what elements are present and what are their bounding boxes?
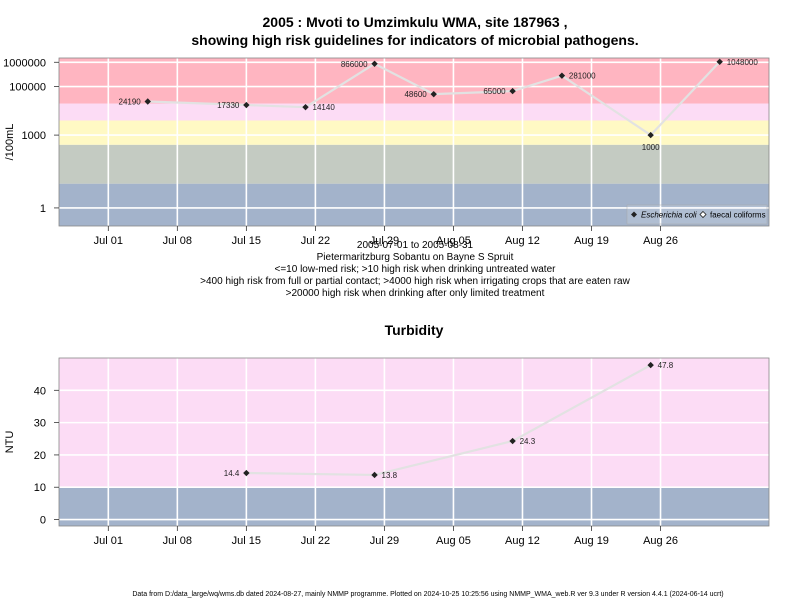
x-tick-label-6: Aug 12 — [505, 235, 540, 247]
plot-frame-top — [58, 57, 770, 227]
x-tick-label-2: Jul 15 — [232, 235, 261, 247]
data-point-0-0 — [243, 469, 250, 477]
x-tick-label-6: Aug 12 — [505, 535, 540, 547]
plot-frame-bottom — [58, 357, 770, 527]
data-point-0-2 — [509, 437, 516, 445]
x-tick-label-2: Jul 15 — [232, 535, 261, 547]
turbidity-title: Turbidity — [385, 322, 444, 338]
caption-guideline-1: <=10 low-med risk; >10 high risk when dr… — [275, 264, 557, 275]
footer-note: Data from D:/data_large/wq/wms.db dated … — [132, 591, 723, 598]
x-tick-label-7: Aug 19 — [574, 235, 609, 247]
y-tick-label-3: 1000000 — [3, 57, 46, 69]
data-label-0-3: 47.8 — [658, 361, 674, 370]
caption-site: Pietermaritzburg Sobantu on Bayne S Spru… — [317, 252, 514, 263]
data-point-0-0 — [144, 98, 151, 105]
data-point-0-3 — [647, 361, 654, 369]
data-point-0-4 — [430, 90, 437, 98]
risk-band-3 — [59, 103, 769, 121]
data-point-0-2 — [302, 103, 309, 111]
y-tick-label-1: 10 — [34, 482, 46, 494]
data-label-0-0: 24190 — [119, 98, 142, 107]
data-label-0-2: 14140 — [313, 103, 336, 112]
x-tick-label-8: Aug 26 — [643, 235, 678, 247]
x-tick-label-1: Jul 08 — [163, 535, 192, 547]
y-tick-label-2: 20 — [34, 450, 46, 462]
data-point-0-5 — [509, 87, 516, 95]
chart-title-line-1: 2005 : Mvoti to Umzimkulu WMA, site 1879… — [263, 14, 568, 30]
y-tick-label-0: 1 — [40, 203, 46, 215]
risk-band-1 — [59, 144, 769, 184]
legend: Escherichia coli faecal coliforms — [626, 204, 768, 225]
x-tick-label-5: Aug 05 — [436, 535, 471, 547]
data-label-0-0: 14.4 — [224, 469, 240, 478]
legend-marker-diamond-filled — [631, 211, 637, 218]
x-tick-label-5: Aug 05 — [436, 235, 471, 247]
data-label-0-7: 1000 — [642, 143, 660, 152]
chart-title-line-2: showing high risk guidelines for indicat… — [191, 32, 638, 48]
data-point-0-3 — [371, 60, 378, 67]
x-tick-label-4: Jul 29 — [370, 235, 399, 247]
risk-bands-bottom — [59, 358, 769, 526]
y-tick-label-1: 1000 — [22, 130, 46, 142]
x-tick-label-3: Jul 22 — [301, 535, 330, 547]
x-tick-label-3: Jul 22 — [301, 235, 330, 247]
y-tick-label-0: 0 — [40, 515, 46, 527]
data-label-0-1: 17330 — [217, 101, 240, 110]
x-tick-label-8: Aug 26 — [643, 535, 678, 547]
legend-box — [626, 204, 768, 225]
x-tick-label-1: Jul 08 — [163, 235, 192, 247]
grid-bottom — [59, 358, 769, 526]
data-point-0-6 — [558, 72, 566, 79]
legend-entry-ecoli: Escherichia coli — [641, 211, 697, 220]
caption-guideline-2: >400 high risk from full or partial cont… — [200, 276, 630, 287]
x-tick-label-0: Jul 01 — [94, 535, 123, 547]
data-label-0-5: 65000 — [483, 87, 506, 96]
y-tick-label-4: 40 — [34, 385, 46, 397]
data-point-0-8 — [716, 58, 723, 65]
y-tick-label-3: 30 — [34, 418, 46, 430]
data-label-0-8: 1048000 — [727, 58, 759, 67]
y-tick-label-2: 100000 — [9, 82, 46, 94]
data-point-0-1 — [371, 471, 378, 479]
y-axis-label-bottom: NTU — [4, 431, 16, 454]
data-label-0-1: 13.8 — [382, 471, 398, 480]
x-tick-label-0: Jul 01 — [94, 235, 123, 247]
legend-entry-faecal-coliforms: faecal coliforms — [710, 211, 766, 220]
data-label-0-4: 48600 — [404, 90, 427, 99]
x-tick-label-7: Aug 19 — [574, 535, 609, 547]
x-tick-label-4: Jul 29 — [370, 535, 399, 547]
axes-top: Jul 01 Jul 08 Jul 15 Jul 22 Jul 29 Aug 05 Aug … — [3, 57, 678, 247]
caption-guideline-3: >20000 high risk when drinking after onl… — [286, 288, 545, 299]
axes-bottom: Jul 01 Jul 08 Jul 15 Jul 22 Jul 29 Aug 05 Aug … — [34, 385, 678, 547]
caption-date-range: 2005-07-01 to 2005-08-31 — [357, 240, 474, 251]
series-bottom: 14.4 13.8 24.3 47.8 — [224, 361, 674, 480]
data-point-0-1 — [243, 101, 250, 109]
data-label-0-6: 281000 — [569, 72, 596, 81]
data-point-0-7 — [647, 131, 654, 139]
legend-marker-diamond-open — [699, 210, 707, 219]
data-label-0-2: 24.3 — [520, 437, 536, 446]
series-top: 24190 17330 14140 866000 48600 65000 281000 100… — [119, 58, 759, 152]
series-line-0 — [246, 364, 652, 477]
data-label-0-3: 866000 — [341, 60, 368, 69]
y-axis-label-top: /100mL — [4, 124, 16, 161]
